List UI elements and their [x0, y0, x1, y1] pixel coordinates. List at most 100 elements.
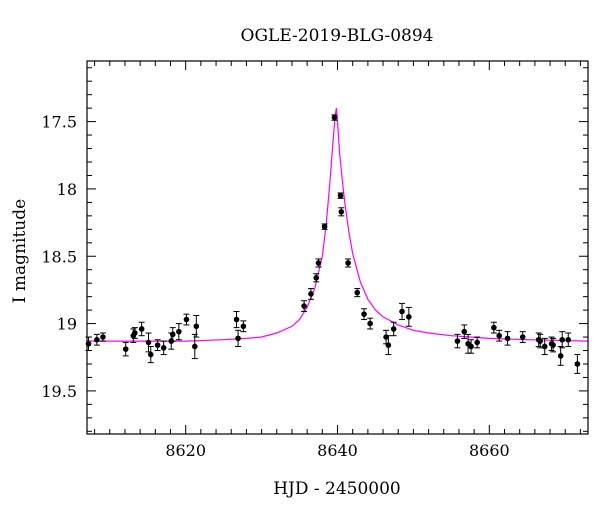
point-marker: [454, 338, 461, 344]
point-marker: [338, 209, 345, 215]
point-marker: [331, 114, 338, 121]
point-marker: [354, 289, 361, 296]
plot-frame: [86, 60, 589, 435]
data-point: [145, 332, 152, 353]
data-point: [354, 288, 361, 298]
point-marker: [367, 320, 373, 327]
data-point: [315, 258, 322, 268]
data-point: [122, 341, 129, 357]
x-axis-label: HJD - 2450000: [273, 479, 401, 499]
data-point: [399, 302, 406, 321]
data-point: [307, 288, 314, 300]
data-point: [454, 333, 461, 349]
point-marker: [122, 346, 129, 352]
data-point: [405, 306, 412, 327]
data-point: [191, 333, 198, 360]
data-point: [160, 340, 167, 356]
x-tick-label: 8620: [165, 441, 206, 460]
data-point: [99, 332, 106, 342]
data-point: [313, 273, 320, 283]
point-marker: [565, 336, 572, 343]
data-point: [468, 339, 475, 354]
data-point: [233, 310, 240, 329]
data-point: [131, 327, 138, 339]
point-marker: [519, 334, 526, 340]
point-marker: [183, 316, 190, 323]
point-marker: [361, 311, 367, 317]
data-point: [461, 324, 468, 339]
plot-area: 8620 8640 8660 17.5 18 18.5 19 19.5: [41, 60, 589, 460]
point-marker: [537, 338, 543, 344]
point-marker: [557, 353, 564, 359]
y-tick-label: 19.5: [41, 382, 77, 401]
data-point: [175, 323, 182, 341]
point-marker: [468, 343, 474, 350]
point-marker: [94, 336, 100, 343]
point-marker: [100, 334, 106, 340]
point-marker: [132, 330, 138, 336]
point-marker: [315, 260, 322, 266]
point-marker: [308, 291, 314, 297]
point-marker: [406, 314, 412, 320]
data-points-layer: [85, 114, 581, 374]
data-point: [193, 315, 200, 338]
model-curve-layer: [87, 107, 589, 342]
data-point: [565, 332, 572, 347]
point-marker: [240, 323, 247, 330]
point-marker: [301, 303, 307, 309]
point-marker: [191, 343, 198, 350]
point-marker: [193, 323, 200, 330]
y-axis-label: I magnitude: [10, 199, 30, 303]
data-point: [490, 321, 497, 334]
point-marker: [474, 339, 480, 346]
data-point: [385, 335, 392, 356]
data-point: [93, 333, 100, 346]
point-marker: [399, 308, 405, 315]
data-point: [301, 300, 308, 312]
data-point: [235, 329, 242, 347]
y-tick-label: 17.5: [41, 113, 77, 132]
point-marker: [541, 343, 548, 350]
data-point: [519, 331, 526, 343]
data-point: [504, 331, 511, 346]
data-point: [183, 313, 190, 326]
point-marker: [504, 335, 511, 342]
y-tick-label: 18.5: [41, 247, 77, 266]
y-tick-label: 18: [57, 180, 77, 199]
data-point: [338, 207, 345, 217]
axis-tick-labels: 8620 8640 8660 17.5 18 18.5 19 19.5: [41, 113, 509, 460]
data-point: [147, 345, 154, 364]
point-marker: [337, 192, 344, 199]
point-marker: [461, 328, 468, 335]
data-point: [559, 331, 566, 349]
point-marker: [496, 332, 502, 339]
point-marker: [385, 342, 392, 348]
data-point: [240, 320, 247, 333]
point-marker: [574, 361, 581, 367]
data-point: [367, 317, 374, 330]
data-point: [496, 329, 503, 342]
y-tick-label: 19: [57, 315, 77, 334]
data-point: [169, 327, 176, 342]
data-point: [138, 321, 145, 337]
point-marker: [147, 351, 154, 358]
point-marker: [321, 223, 328, 230]
x-tick-label: 8640: [317, 441, 358, 460]
point-marker: [559, 336, 565, 343]
data-point: [474, 336, 481, 349]
point-marker: [138, 326, 145, 332]
point-marker: [313, 274, 320, 281]
data-point: [331, 114, 338, 121]
data-point: [390, 321, 397, 337]
point-marker: [176, 328, 182, 335]
data-point: [550, 337, 557, 353]
point-marker: [491, 324, 497, 331]
x-tick-label: 8660: [469, 441, 510, 460]
point-marker: [233, 316, 240, 323]
data-point: [337, 192, 344, 199]
data-point: [154, 339, 161, 352]
point-marker: [160, 345, 167, 351]
data-point: [537, 333, 544, 349]
point-marker: [235, 335, 241, 342]
